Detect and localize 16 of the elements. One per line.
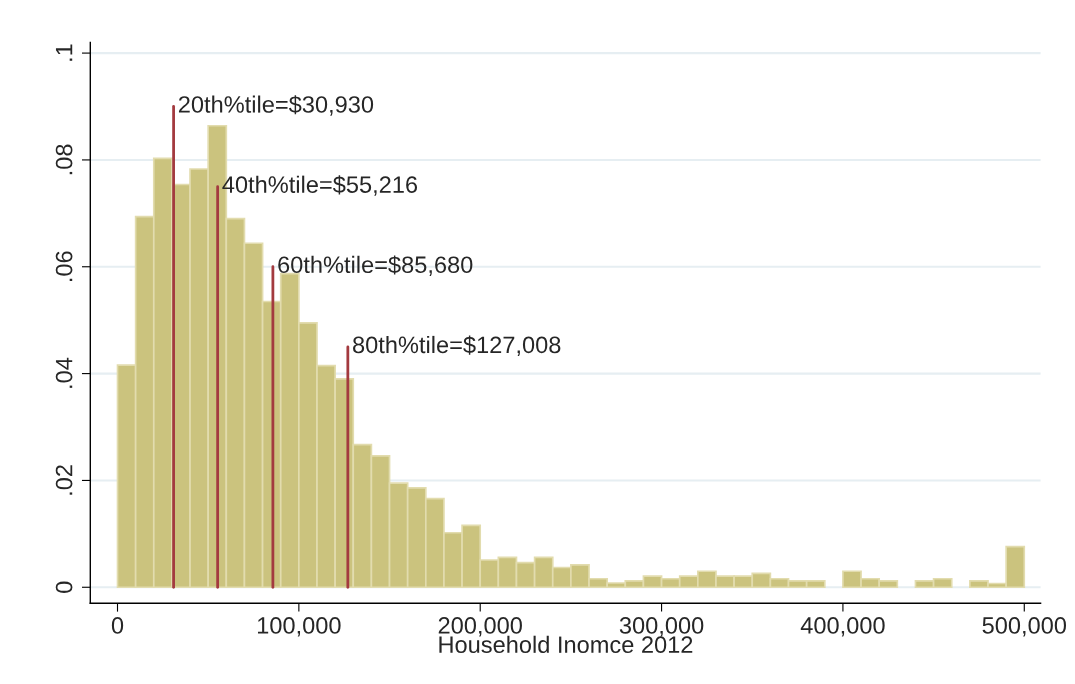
y-tick-label: .08 [55, 144, 73, 175]
y-tick-label: .02 [55, 465, 73, 495]
annotation: 20th%tile=$30,930 [178, 95, 374, 116]
x-tick-label: 0 [111, 617, 124, 634]
y-tick-label: .06 [55, 251, 73, 282]
y-tick-label: .04 [55, 357, 73, 388]
x-tick-label: 400,000 [800, 617, 885, 637]
x-axis-title: Household Inomce 2012 [439, 635, 693, 654]
y-tick-label: 0 [55, 581, 73, 593]
x-tick-label: 100,000 [257, 617, 341, 637]
x-tick-label: 300,000 [619, 617, 704, 637]
annotation: 80th%tile=$127,008 [353, 335, 561, 357]
annotation: 60th%tile=$85,680 [278, 255, 473, 276]
x-tick-label: 500,000 [982, 617, 1067, 637]
y-tick-label: .1 [55, 44, 73, 61]
x-tick-label: 200,000 [438, 617, 522, 637]
